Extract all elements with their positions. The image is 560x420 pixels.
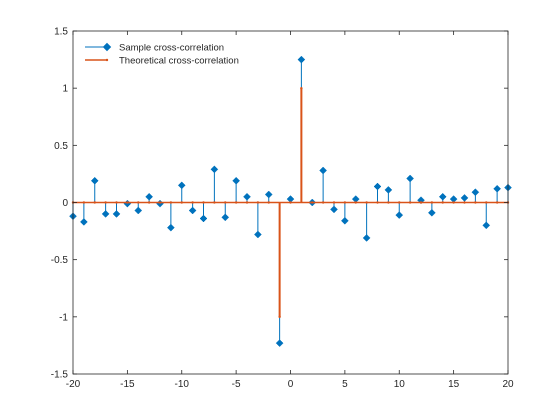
sample-marker bbox=[80, 218, 88, 226]
theoretical-marker bbox=[202, 201, 205, 204]
sample-marker bbox=[210, 165, 219, 174]
legend-label-sample: Sample cross-correlation bbox=[119, 43, 224, 54]
sample-marker bbox=[362, 234, 371, 242]
sample-marker bbox=[199, 214, 208, 223]
theoretical-marker bbox=[495, 201, 499, 204]
ticks-layer: -20 -15 -10 -5 0 5 10 15 20 1.5 1 0.5 0 -0.5 -1 -1.5 bbox=[51, 27, 514, 391]
theoretical-marker bbox=[408, 201, 412, 204]
theoretical-marker bbox=[463, 201, 466, 204]
y-tick-label: 0 bbox=[62, 198, 68, 209]
legend-theoretical-marker bbox=[105, 58, 109, 62]
stems-layer bbox=[69, 55, 512, 347]
theoretical-marker bbox=[191, 201, 194, 204]
theoretical-marker bbox=[354, 201, 357, 204]
sample-marker bbox=[319, 166, 327, 175]
theoretical-marker bbox=[387, 201, 390, 204]
sample-marker bbox=[254, 230, 262, 239]
sample-marker bbox=[90, 176, 99, 185]
theoretical-marker bbox=[104, 201, 107, 204]
sample-marker bbox=[428, 208, 436, 217]
sample-marker bbox=[297, 55, 306, 64]
theoretical-marker bbox=[300, 86, 303, 90]
sample-marker bbox=[406, 174, 414, 183]
y-tick-label: -1 bbox=[59, 312, 68, 323]
theoretical-marker bbox=[376, 201, 379, 204]
legend-sample-marker bbox=[102, 42, 112, 52]
sample-marker bbox=[232, 176, 240, 185]
theoretical-marker bbox=[267, 201, 270, 204]
theoretical-marker bbox=[332, 201, 336, 204]
sample-marker bbox=[101, 210, 110, 218]
theoretical-marker bbox=[234, 201, 238, 204]
theoretical-marker bbox=[441, 201, 444, 204]
theoretical-marker bbox=[289, 201, 292, 204]
legend: Sample cross-correlation Theoretical cro… bbox=[85, 43, 239, 67]
sample-marker bbox=[341, 216, 349, 225]
sample-marker bbox=[373, 182, 382, 191]
x-tick-label: 5 bbox=[342, 379, 348, 390]
sample-marker bbox=[330, 205, 338, 214]
y-tick-label: 0.5 bbox=[54, 141, 68, 152]
theoretical-marker bbox=[452, 201, 455, 204]
sample-marker bbox=[482, 221, 491, 230]
theoretical-marker bbox=[245, 201, 249, 204]
theoretical-marker bbox=[82, 201, 86, 204]
x-tick-label: 20 bbox=[502, 379, 514, 390]
theoretical-marker bbox=[474, 201, 477, 204]
sample-marker bbox=[384, 186, 393, 194]
theoretical-marker bbox=[419, 201, 423, 204]
x-tick-label: -10 bbox=[175, 379, 190, 390]
sample-marker bbox=[134, 206, 143, 215]
theoretical-marker bbox=[343, 201, 347, 204]
y-tick-label: -1.5 bbox=[51, 370, 69, 381]
y-tick-label: -0.5 bbox=[51, 255, 69, 266]
theoretical-marker bbox=[321, 201, 325, 204]
x-tick-label: 10 bbox=[394, 379, 406, 390]
theoretical-marker bbox=[169, 201, 173, 204]
sample-marker bbox=[145, 192, 153, 201]
x-tick-label: -5 bbox=[232, 379, 241, 390]
y-tick-label: 1.5 bbox=[54, 27, 68, 38]
sample-marker bbox=[112, 210, 121, 218]
x-tick-label: 15 bbox=[448, 379, 460, 390]
theoretical-marker bbox=[365, 201, 368, 204]
sample-marker bbox=[177, 181, 186, 190]
sample-marker bbox=[493, 184, 501, 193]
sample-marker bbox=[243, 192, 251, 201]
theoretical-marker bbox=[278, 315, 281, 319]
sample-marker bbox=[188, 206, 197, 215]
x-tick-label: 0 bbox=[288, 379, 294, 390]
sample-marker bbox=[264, 190, 273, 199]
sample-marker bbox=[167, 223, 175, 232]
sample-marker bbox=[395, 211, 404, 219]
x-tick-label: -15 bbox=[120, 379, 135, 390]
sample-marker bbox=[438, 192, 447, 201]
theoretical-marker bbox=[256, 201, 260, 204]
theoretical-marker bbox=[180, 201, 183, 204]
theoretical-marker bbox=[137, 201, 140, 204]
sample-marker bbox=[275, 339, 284, 347]
theoretical-marker bbox=[485, 201, 488, 204]
theoretical-marker bbox=[430, 201, 434, 204]
theoretical-marker bbox=[224, 201, 227, 204]
theoretical-marker bbox=[126, 201, 129, 204]
legend-label-theoretical: Theoretical cross-correlation bbox=[119, 56, 239, 67]
sample-marker bbox=[221, 213, 230, 222]
x-tick-label: -20 bbox=[66, 379, 81, 390]
theoretical-marker bbox=[115, 201, 118, 204]
theoretical-marker bbox=[398, 201, 401, 204]
y-tick-label: 1 bbox=[62, 84, 68, 95]
theoretical-marker bbox=[93, 201, 96, 204]
theoretical-marker bbox=[158, 201, 162, 204]
theoretical-marker bbox=[311, 201, 314, 204]
theoretical-marker bbox=[213, 201, 216, 204]
theoretical-marker bbox=[147, 201, 151, 204]
sample-marker bbox=[471, 188, 480, 197]
